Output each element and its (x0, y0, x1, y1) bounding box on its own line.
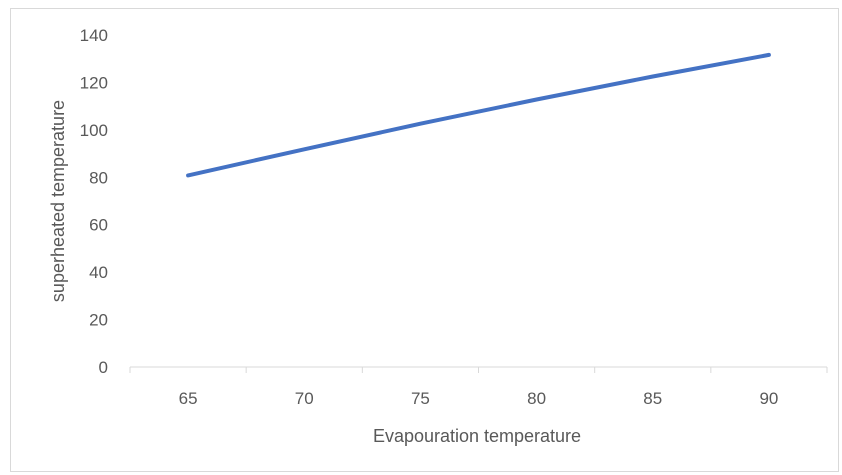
x-tick-label: 90 (759, 389, 778, 408)
y-axis-ticks: 0 20 40 60 80 100 120 140 (80, 26, 108, 377)
y-tick-label: 100 (80, 121, 108, 140)
y-tick-label: 20 (89, 311, 108, 330)
x-tick-label: 65 (179, 389, 198, 408)
series-line (186, 52, 771, 178)
x-tick-label: 85 (643, 389, 662, 408)
x-tick-label: 70 (295, 389, 314, 408)
y-tick-label: 120 (80, 73, 108, 92)
series-group (186, 52, 771, 178)
x-tick-label: 80 (527, 389, 546, 408)
y-tick-label: 60 (89, 216, 108, 235)
y-axis-title: superheated temperature (48, 100, 68, 302)
x-tick-label: 75 (411, 389, 430, 408)
x-axis-ticks: 65 70 75 80 85 90 (179, 389, 779, 408)
y-tick-label: 140 (80, 26, 108, 45)
y-tick-label: 80 (89, 168, 108, 187)
chart-frame (10, 8, 839, 472)
y-tick-label: 40 (89, 263, 108, 282)
x-axis-title: Evapouration temperature (373, 426, 581, 446)
y-tick-label: 0 (99, 358, 108, 377)
x-axis (129, 366, 828, 373)
